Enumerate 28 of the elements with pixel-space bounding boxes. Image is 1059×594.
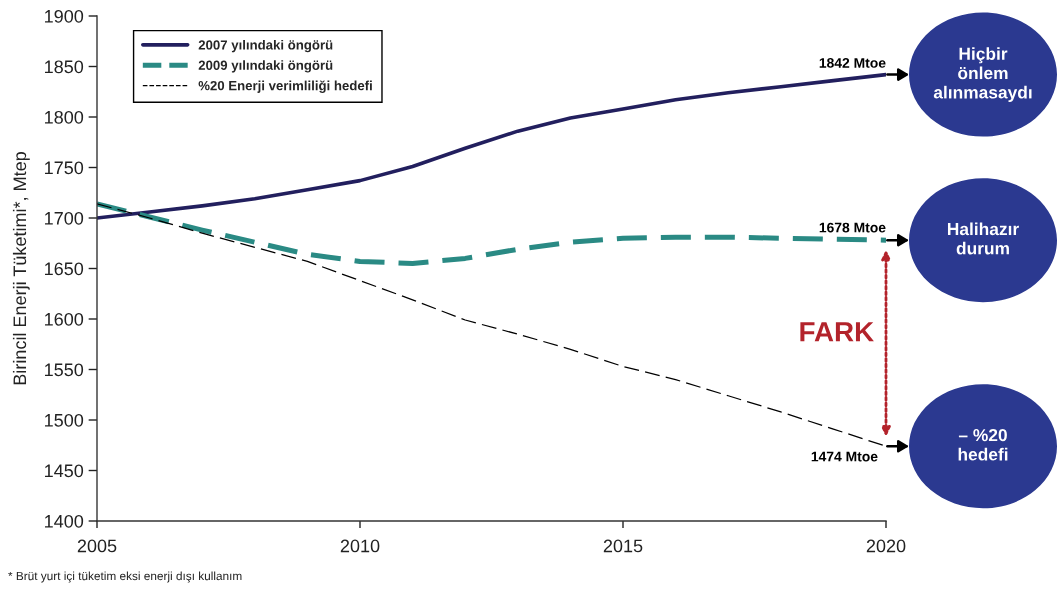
y-tick-label: 1400 — [45, 514, 84, 528]
y-axis-title: Birincil Enerji Tüketimi*, Mtep — [12, 152, 30, 385]
y-tick-label: 1650 — [45, 262, 84, 276]
y-tick-label: 1550 — [45, 363, 84, 377]
y-tick-label: 1750 — [45, 161, 84, 175]
y-tick-label: 1800 — [45, 110, 84, 124]
text: Hiçbir önlem alınmasaydı — [933, 47, 1032, 102]
y-tick-label: 1900 — [45, 9, 84, 23]
text: – %20 hedefi — [958, 428, 1008, 461]
y-tick-label: 1600 — [45, 312, 84, 326]
data-label: 1678 Mtoe — [819, 222, 886, 233]
annotation: FARK — [800, 322, 874, 342]
line-series — [97, 72, 886, 220]
x-tick-label: 2020 — [866, 539, 906, 553]
data-label: 1842 Mtoe — [819, 58, 886, 68]
y-tick-label: 1850 — [45, 60, 84, 74]
y-tick-label: 1450 — [45, 464, 84, 478]
text: Halihazır durum — [947, 222, 1019, 255]
x-tick-label: 2010 — [340, 539, 380, 553]
legend-label: 2007 yılındaki öngörü — [198, 39, 333, 53]
legend-label: 2009 yılındaki öngörü — [198, 60, 333, 73]
legend-label: %20 Enerji verimliliği hedefi — [198, 80, 372, 93]
x-tick-label: 2005 — [77, 539, 117, 553]
data-label: 1474 Mtoe — [811, 451, 878, 462]
y-tick-label: 1700 — [45, 211, 84, 225]
x-tick-label: 2015 — [603, 539, 643, 553]
y-tick-label: 1500 — [45, 413, 84, 427]
text: * Brüt yurt içi tüketim eksi enerji dışı kullanım — [8, 571, 242, 583]
